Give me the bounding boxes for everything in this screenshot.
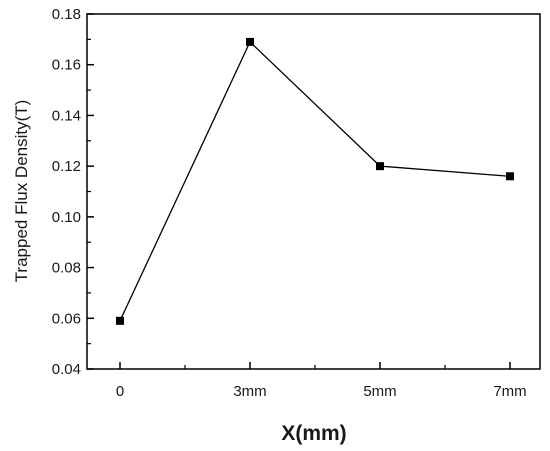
x-axis-ticks: 0 3mm 5mm 7mm: [116, 362, 527, 400]
y-tick-label: 0.12: [52, 158, 81, 175]
x-tick-label: 7mm: [493, 383, 526, 400]
data-point: [116, 316, 124, 325]
y-tick-label: 0.18: [52, 6, 81, 23]
x-tick-label: 3mm: [233, 383, 266, 400]
data-point: [376, 162, 384, 171]
y-tick-label: 0.06: [52, 310, 81, 327]
data-point: [506, 172, 514, 181]
series-group: [116, 37, 514, 325]
x-axis-title: X(mm): [281, 422, 346, 445]
data-point: [246, 37, 254, 46]
y-tick-label: 0.08: [52, 260, 81, 277]
y-axis-ticks: 0.04 0.06 0.08 0.10 0.12 0.14 0.16 0.18: [52, 6, 94, 378]
y-tick-label: 0.10: [52, 209, 81, 226]
y-tick-label: 0.04: [52, 361, 81, 378]
y-axis-title: Trapped Flux Density(T): [12, 100, 31, 283]
x-tick-label: 0: [116, 383, 124, 400]
x-tick-label: 5mm: [363, 383, 396, 400]
y-tick-label: 0.16: [52, 57, 81, 74]
y-tick-label: 0.14: [52, 107, 81, 124]
series-line: [119, 40, 511, 322]
plot-frame: [86, 13, 541, 370]
